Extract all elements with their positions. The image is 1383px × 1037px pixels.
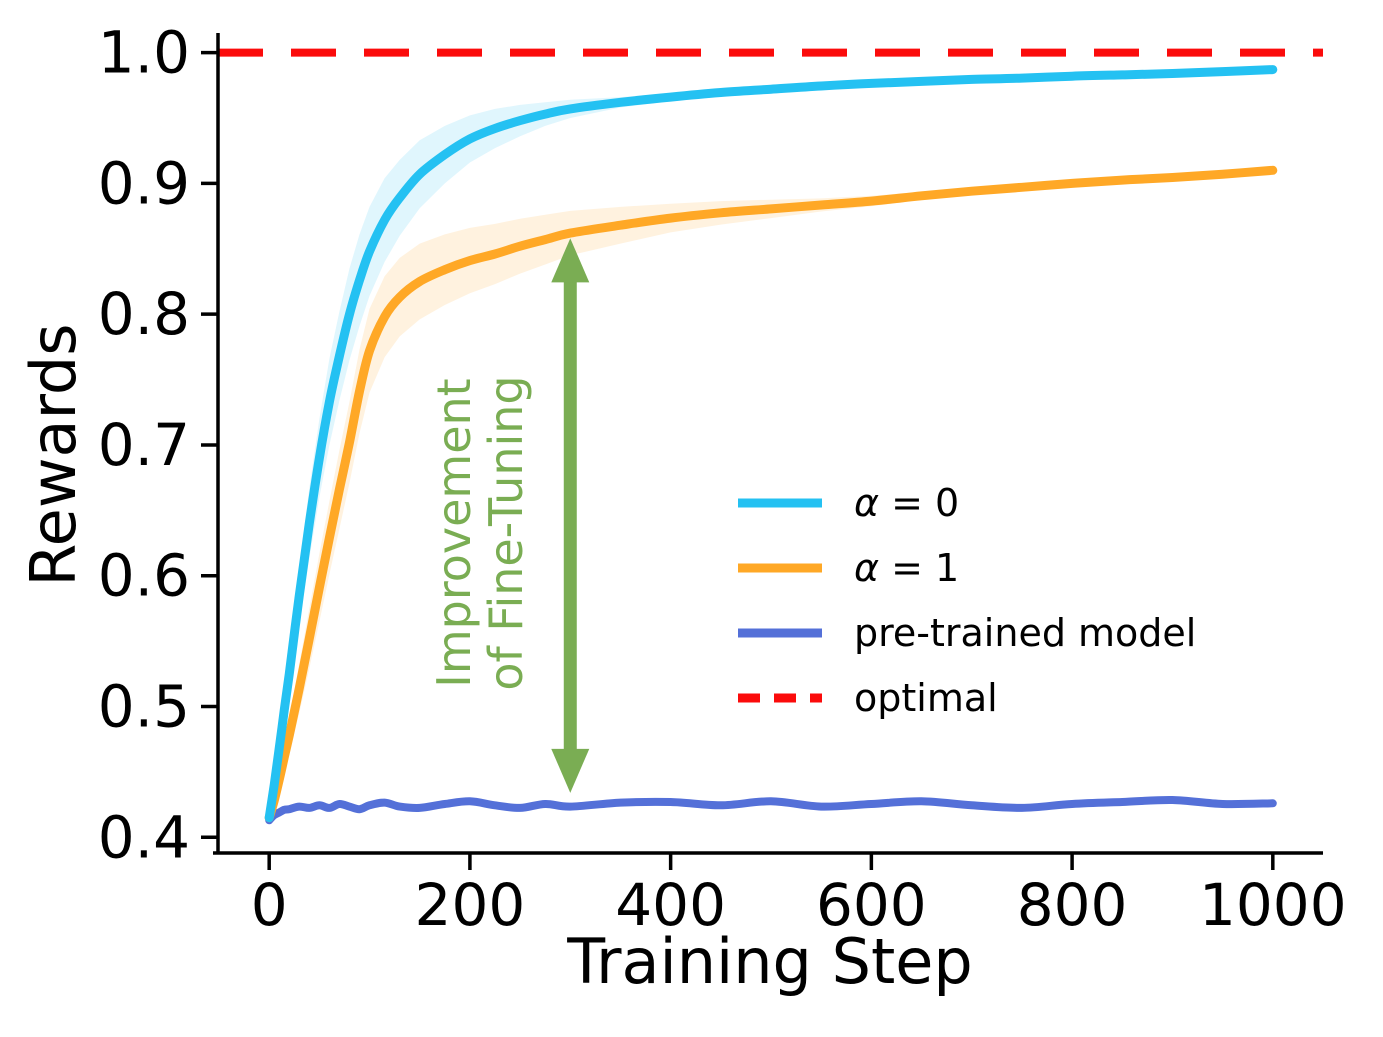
legend-item-0: α = 0 xyxy=(736,470,1196,535)
x-tick-label-200: 200 xyxy=(415,871,526,939)
legend-swatch-0 xyxy=(738,498,822,507)
legend-swatch-2 xyxy=(738,628,822,637)
improvement-annotation: Improvement of Fine-Tuning xyxy=(427,333,534,733)
legend-swatch-3 xyxy=(738,693,822,702)
line-series-1 xyxy=(264,165,1278,823)
x-tick-label-1000: 1000 xyxy=(1199,871,1347,939)
annotation-line-1: Improvement xyxy=(427,378,481,688)
x-axis-label-text: Training Step xyxy=(567,925,973,998)
legend-label-2: pre-trained model xyxy=(854,610,1197,655)
legend-label-3: optimal xyxy=(854,675,998,720)
y-axis-label: Rewards xyxy=(17,255,90,655)
legend-item-1: α = 1 xyxy=(736,535,1196,600)
legend-item-2: pre-trained model xyxy=(736,600,1196,665)
y-tick-label-0.5: 0.5 xyxy=(98,673,190,741)
x-tick-label-400: 400 xyxy=(615,871,726,939)
y-tick-label-0.9: 0.9 xyxy=(98,149,190,217)
improvement-arrow-head-up xyxy=(551,238,590,283)
x-axis-label: Training Step xyxy=(470,925,1070,998)
legend-label-0: α = 0 xyxy=(854,480,960,525)
line-series-0 xyxy=(264,65,1278,823)
legend-label-1: α = 1 xyxy=(854,545,960,590)
y-tick-label-0.8: 0.8 xyxy=(98,280,190,348)
legend: α = 0 α = 1 pre-trained model optimal xyxy=(736,470,1196,730)
legend-swatch-1 xyxy=(738,563,822,572)
x-tick-label-800: 800 xyxy=(1017,871,1128,939)
x-tick-label-600: 600 xyxy=(816,871,927,939)
x-tick-label-0: 0 xyxy=(251,871,288,939)
annotation-line-2: of Fine-Tuning xyxy=(479,375,533,691)
line-series-2 xyxy=(265,795,1277,825)
y-tick-label-0.4: 0.4 xyxy=(98,803,190,871)
y-tick-label-0.7: 0.7 xyxy=(98,411,190,479)
legend-item-3: optimal xyxy=(736,665,1196,730)
y-tick-label-1: 1.0 xyxy=(98,19,190,87)
y-tick-label-0.6: 0.6 xyxy=(98,542,190,610)
y-axis-label-text: Rewards xyxy=(17,323,90,587)
improvement-arrow-head-down xyxy=(551,748,590,793)
